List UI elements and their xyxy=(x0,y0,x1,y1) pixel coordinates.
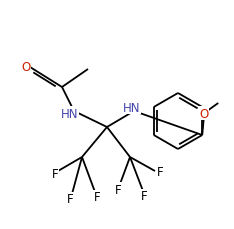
Text: F: F xyxy=(52,168,58,181)
Text: F: F xyxy=(141,190,147,203)
Text: HN: HN xyxy=(123,101,141,114)
Text: HN: HN xyxy=(61,107,79,120)
Text: F: F xyxy=(94,191,100,204)
Text: F: F xyxy=(157,166,163,179)
Text: F: F xyxy=(67,193,73,206)
Text: O: O xyxy=(200,107,209,120)
Text: O: O xyxy=(21,60,31,73)
Text: F: F xyxy=(115,183,121,196)
